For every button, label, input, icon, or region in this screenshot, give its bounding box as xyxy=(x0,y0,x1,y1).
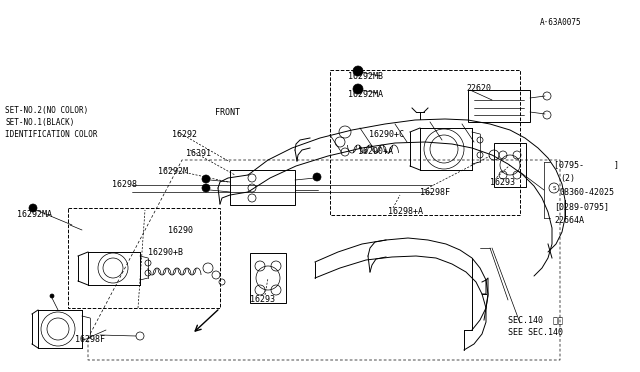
Text: 16290+B: 16290+B xyxy=(148,248,183,257)
Text: SEE SEC.140: SEE SEC.140 xyxy=(508,328,563,337)
Text: SET-NO.2(NO COLOR): SET-NO.2(NO COLOR) xyxy=(5,106,88,115)
Circle shape xyxy=(353,84,363,94)
Text: 16290+C: 16290+C xyxy=(369,130,404,139)
Text: 16298F: 16298F xyxy=(420,188,450,197)
Text: IDENTIFICATION COLOR: IDENTIFICATION COLOR xyxy=(5,130,97,139)
Circle shape xyxy=(202,175,210,183)
Text: SET-NO.1(BLACK): SET-NO.1(BLACK) xyxy=(5,118,74,127)
Text: 16298+A: 16298+A xyxy=(388,207,423,216)
Text: FRONT: FRONT xyxy=(215,108,240,117)
Text: 16293: 16293 xyxy=(490,178,515,187)
Text: S: S xyxy=(552,186,556,190)
Text: 22664A: 22664A xyxy=(554,216,584,225)
Text: [0795-      ]: [0795- ] xyxy=(554,160,619,169)
Text: 16290+A: 16290+A xyxy=(358,147,393,156)
Circle shape xyxy=(313,173,321,181)
Text: 22620: 22620 xyxy=(466,84,491,93)
Text: 16292MA: 16292MA xyxy=(348,90,383,99)
Text: 16292: 16292 xyxy=(172,130,197,139)
Text: (2): (2) xyxy=(560,174,575,183)
Circle shape xyxy=(29,204,37,212)
Circle shape xyxy=(50,294,54,298)
Text: A·63A0075: A·63A0075 xyxy=(540,18,582,27)
Text: 16391: 16391 xyxy=(186,149,211,158)
Circle shape xyxy=(202,184,210,192)
Circle shape xyxy=(353,66,363,76)
Text: SEC.140  参照: SEC.140 参照 xyxy=(508,315,563,324)
Text: 16298: 16298 xyxy=(112,180,137,189)
Text: 16292MB: 16292MB xyxy=(348,72,383,81)
Text: 16292M: 16292M xyxy=(158,167,188,176)
Text: 16293: 16293 xyxy=(250,295,275,304)
Text: 16292MA: 16292MA xyxy=(17,210,52,219)
Text: 16290: 16290 xyxy=(168,226,193,235)
Text: [0289-0795]: [0289-0795] xyxy=(554,202,609,211)
Text: 08360-42025: 08360-42025 xyxy=(560,188,615,197)
Text: 16298F: 16298F xyxy=(75,335,105,344)
